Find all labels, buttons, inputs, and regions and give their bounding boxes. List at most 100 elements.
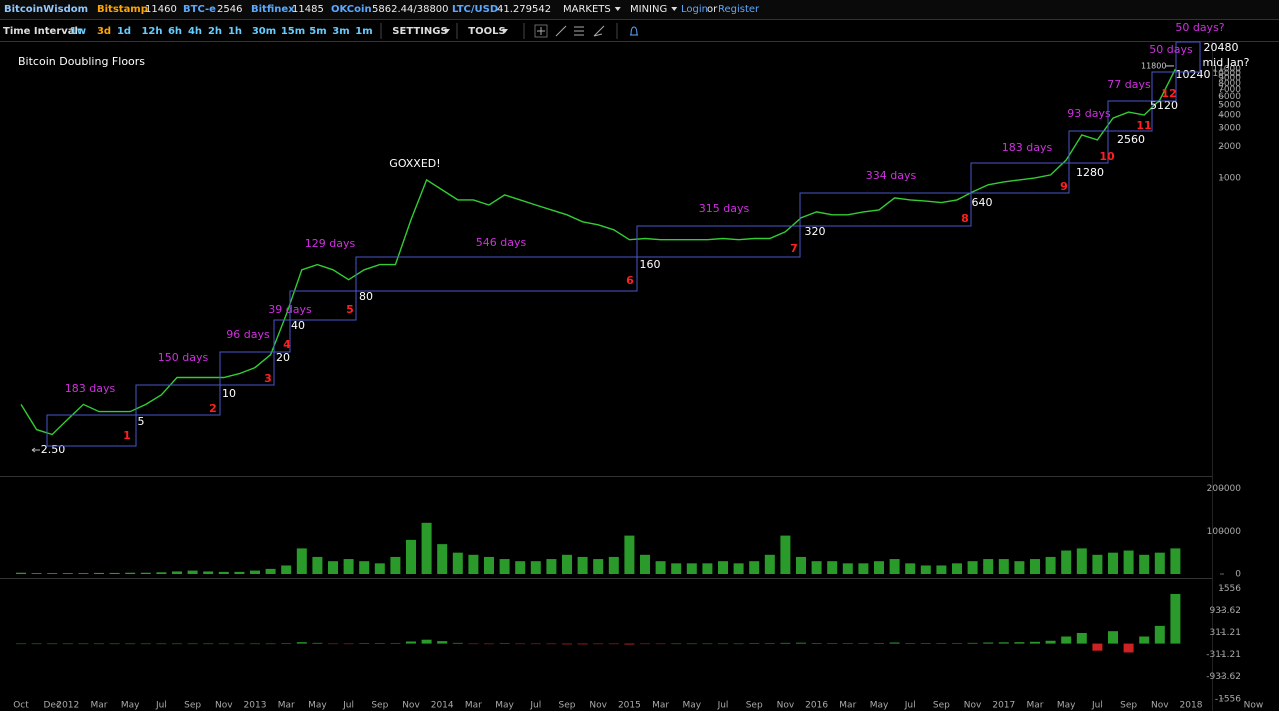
interval-button[interactable]: 12h xyxy=(141,26,162,37)
doubling-box xyxy=(46,414,137,447)
days-label: 50 days? xyxy=(1175,21,1224,34)
doubling-box xyxy=(636,225,801,258)
bar xyxy=(936,643,947,644)
register-link[interactable]: Register xyxy=(718,4,760,15)
bar xyxy=(718,561,728,574)
crosshair-tool[interactable] xyxy=(534,24,548,38)
x-tick-label: Nov xyxy=(777,701,795,711)
drawing-tools[interactable] xyxy=(534,24,638,38)
bar xyxy=(842,643,853,644)
menu-caret xyxy=(671,7,678,11)
tools-menu[interactable]: TOOLS xyxy=(468,26,505,37)
bar xyxy=(140,643,151,645)
x-tick-label: 2014 xyxy=(431,701,454,711)
y-tick-label: -1556 xyxy=(1215,694,1241,704)
x-tick-label: Nov xyxy=(589,701,607,711)
pen-tool[interactable] xyxy=(593,25,605,37)
settings-menu[interactable]: SETTINGS xyxy=(392,26,447,37)
bar xyxy=(686,563,697,574)
bar xyxy=(109,572,120,574)
bar xyxy=(218,643,229,645)
y-tick-label: 5000 xyxy=(1218,100,1241,110)
x-tick-label: Jul xyxy=(529,701,541,711)
login-link[interactable]: Login xyxy=(681,4,708,15)
interval-button[interactable]: 2h xyxy=(208,26,222,37)
days-label: 77 days xyxy=(1107,78,1151,91)
interval-button[interactable]: 1h xyxy=(228,26,242,37)
bar xyxy=(421,639,432,644)
interval-button[interactable]: 15m xyxy=(281,26,305,37)
bar xyxy=(733,563,744,574)
bar xyxy=(47,643,58,645)
days-label: 93 days xyxy=(1067,107,1111,120)
doubling-box xyxy=(135,384,221,416)
bar xyxy=(515,643,526,645)
exchange-name[interactable]: OKCoin xyxy=(331,4,372,15)
bar xyxy=(484,643,494,645)
bar xyxy=(452,552,463,574)
interval-button[interactable]: 5m xyxy=(309,26,326,37)
y-tick-label: 100000 xyxy=(1207,527,1242,537)
menu[interactable]: MINING xyxy=(630,4,667,15)
bar xyxy=(920,643,931,644)
note-label: mid Jan? xyxy=(1202,56,1249,69)
exchange-price: 5862.44/38800 xyxy=(372,4,449,15)
exchange-price: 11485 xyxy=(292,4,324,15)
interval-button[interactable]: 30m xyxy=(252,26,276,37)
y-tick-label: 7000 xyxy=(1218,85,1241,95)
step-number: 2 xyxy=(209,402,217,415)
logo[interactable]: BitcoinWisdom xyxy=(4,4,88,15)
bar xyxy=(468,554,479,574)
x-tick-label: May xyxy=(121,701,140,711)
x-tick-label: 2012 xyxy=(56,701,79,711)
exchange-name[interactable]: Bitfinex xyxy=(251,4,295,15)
x-tick-label: Mar xyxy=(91,701,108,711)
bar xyxy=(1123,643,1134,653)
bar xyxy=(47,573,58,574)
interval-button[interactable]: 1m xyxy=(355,26,372,37)
bar xyxy=(343,643,354,645)
days-label: 315 days xyxy=(699,202,750,215)
annotation: GOXXED! xyxy=(389,157,440,170)
exchange-name[interactable]: Bitstamp xyxy=(97,4,148,15)
bar xyxy=(390,556,401,574)
bar xyxy=(1014,642,1025,644)
step-number: 3 xyxy=(264,372,272,385)
bar xyxy=(78,573,89,574)
interval-button[interactable]: 1d xyxy=(117,26,131,37)
floor-label: 2560 xyxy=(1117,133,1145,146)
bar xyxy=(218,571,229,574)
interval-button[interactable]: 3m xyxy=(332,26,349,37)
bar xyxy=(702,563,713,574)
bar xyxy=(858,643,869,644)
bar xyxy=(31,643,42,645)
line-tool[interactable] xyxy=(555,25,567,37)
bar xyxy=(562,643,572,645)
exchange-price: 41.279542 xyxy=(497,4,551,15)
interval-button[interactable]: 3d xyxy=(97,26,111,37)
bar xyxy=(1030,559,1040,574)
bar xyxy=(359,561,370,574)
bar xyxy=(172,643,182,645)
menu[interactable]: MARKETS xyxy=(563,4,611,15)
exchange-name[interactable]: LTC/USD xyxy=(452,4,498,15)
step-number: 4 xyxy=(283,338,291,351)
bar xyxy=(1139,636,1150,644)
bar xyxy=(624,535,635,574)
bar xyxy=(780,642,791,644)
x-tick-label: 2013 xyxy=(244,701,267,711)
interval-button[interactable]: 4h xyxy=(188,26,202,37)
alert-tool[interactable] xyxy=(630,26,638,36)
bar xyxy=(1076,632,1087,644)
bar xyxy=(62,643,73,645)
step-number: 10 xyxy=(1099,150,1115,163)
interval-button[interactable]: 6h xyxy=(168,26,182,37)
interval-button[interactable]: 1w xyxy=(70,26,86,37)
days-label: 183 days xyxy=(1002,141,1053,154)
exchange-name[interactable]: BTC-e xyxy=(183,4,216,15)
x-tick-label: Sep xyxy=(746,701,763,711)
bar xyxy=(312,556,323,574)
bar xyxy=(78,643,89,645)
